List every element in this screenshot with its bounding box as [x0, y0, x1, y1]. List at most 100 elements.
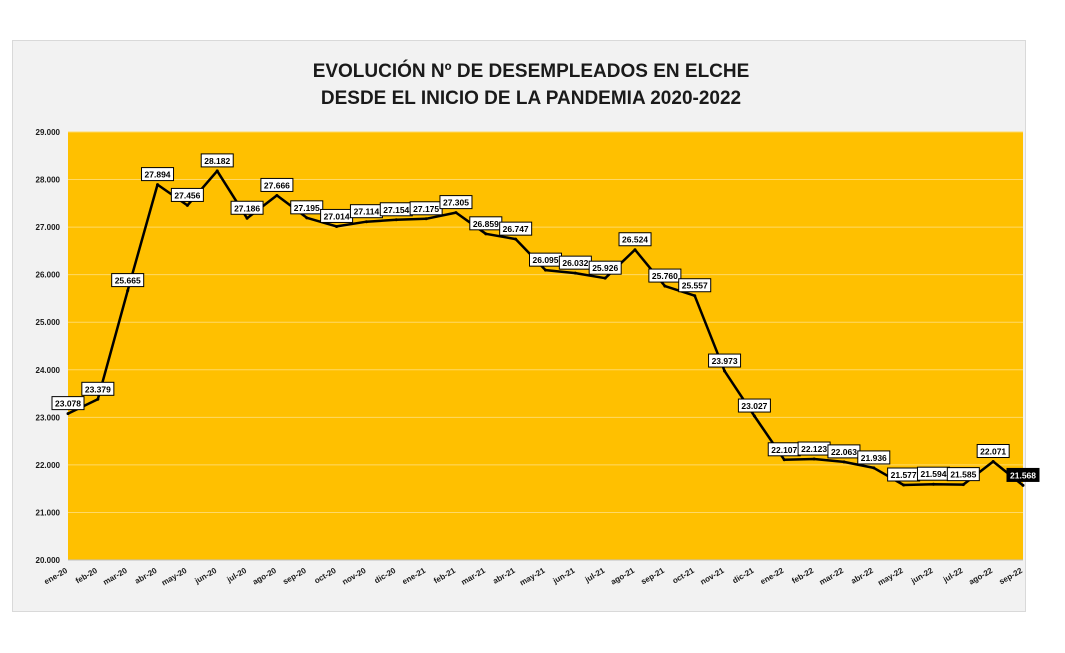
x-tick-label: ago-22: [967, 566, 994, 587]
data-point: [275, 193, 279, 197]
data-point: [1021, 483, 1025, 487]
data-label: 21.568: [1010, 470, 1036, 480]
x-tick-label: mar-20: [101, 566, 129, 587]
data-label: 22.123: [801, 444, 827, 454]
data-point: [156, 183, 160, 187]
x-tick-label: sep-22: [998, 566, 1025, 587]
x-tick-label: jun-20: [192, 566, 218, 586]
data-label: 23.078: [55, 399, 81, 409]
data-label-box: [51, 396, 85, 411]
data-point: [782, 458, 786, 462]
data-label: 26.032: [562, 258, 588, 268]
data-label: 21.936: [861, 453, 887, 463]
x-tick-label: dic-20: [373, 566, 398, 586]
data-label: 22.071: [980, 447, 1006, 457]
x-tick-label: mar-22: [818, 566, 846, 587]
data-label: 23.973: [712, 356, 738, 366]
x-tick-label: ene-22: [759, 566, 786, 587]
x-tick-label: jun-22: [909, 566, 935, 586]
x-tick-label: ago-20: [251, 566, 278, 587]
data-label: 22.107: [771, 445, 797, 455]
data-label-box: [588, 260, 622, 275]
x-tick-label: may-21: [518, 566, 547, 588]
data-point: [902, 483, 906, 487]
y-tick-label: 25.000: [36, 318, 61, 327]
x-tick-label: oct-20: [313, 566, 338, 586]
y-tick-label: 21.000: [36, 508, 61, 517]
data-label: 23.027: [741, 401, 767, 411]
data-label-box: [648, 268, 682, 283]
data-label-box: [618, 232, 652, 247]
data-label-box: [946, 467, 980, 482]
data-label: 21.594: [920, 469, 946, 479]
data-label: 25.665: [115, 276, 141, 286]
data-label-box: [737, 398, 771, 413]
data-label-box: [857, 450, 891, 465]
data-label-box: [708, 353, 742, 368]
data-point: [693, 294, 697, 298]
x-tick-label: nov-20: [341, 566, 368, 587]
data-label-box: [976, 444, 1010, 459]
x-tick-label: jul-22: [941, 566, 965, 585]
y-tick-label: 27.000: [36, 223, 61, 232]
x-tick-label: jul-21: [583, 566, 607, 585]
x-tick-label: mar-21: [460, 566, 488, 587]
x-tick-label: jun-21: [551, 566, 577, 586]
data-point: [752, 414, 756, 418]
x-tick-label: ene-21: [401, 566, 428, 587]
data-point: [454, 211, 458, 215]
data-label: 23.379: [85, 384, 111, 394]
y-tick-label: 22.000: [36, 461, 61, 470]
data-point: [931, 482, 935, 486]
data-label: 27.456: [174, 190, 200, 200]
data-point: [872, 466, 876, 470]
chart-title-line-1: EVOLUCIÓN Nº DE DESEMPLEADOS EN ELCHE: [312, 61, 750, 82]
data-label-box: [81, 381, 115, 396]
data-point: [245, 216, 249, 220]
data-label: 26.524: [622, 235, 648, 245]
x-tick-label: oct-21: [671, 566, 696, 586]
data-label: 27.175: [413, 204, 439, 214]
data-label: 27.014: [324, 211, 350, 221]
data-label: 26.747: [503, 224, 529, 234]
y-tick-label: 24.000: [36, 366, 61, 375]
data-point: [185, 203, 189, 207]
data-point: [424, 217, 428, 221]
chart-title: EVOLUCIÓN Nº DE DESEMPLEADOS EN ELCHE DE…: [12, 58, 1050, 112]
x-tick-label: feb-20: [74, 566, 99, 586]
data-label-box: [260, 177, 294, 192]
data-label-box: [111, 273, 145, 288]
data-point: [544, 268, 547, 272]
x-tick-label: sep-20: [281, 566, 308, 587]
data-point: [812, 457, 816, 461]
data-label: 27.186: [234, 203, 260, 213]
y-tick-label: 20.000: [36, 556, 61, 565]
data-label-box: [499, 221, 533, 236]
data-point: [96, 397, 100, 401]
data-label: 27.114: [354, 207, 380, 217]
data-point: [305, 216, 309, 220]
data-point: [991, 460, 995, 464]
x-tick-label: jul-20: [225, 566, 249, 585]
x-tick-label: feb-22: [790, 566, 815, 586]
x-tick-label: dic-21: [731, 566, 756, 586]
x-tick-label: may-22: [876, 566, 905, 588]
data-point: [573, 271, 577, 275]
x-tick-label: may-20: [160, 566, 189, 588]
data-label-box: [1006, 467, 1040, 482]
chart-title-line-2: DESDE EL INICIO DE LA PANDEMIA 2020-2022: [320, 88, 742, 109]
data-point: [723, 369, 727, 373]
data-point: [484, 232, 488, 236]
data-label-box: [200, 153, 234, 168]
data-label-box: [170, 187, 204, 202]
x-tick-label: sep-21: [639, 566, 666, 587]
data-label: 25.926: [592, 263, 618, 273]
data-point: [66, 412, 70, 416]
x-tick-label: abr-21: [491, 566, 517, 586]
data-point: [364, 220, 368, 224]
x-tick-label: nov-21: [699, 566, 726, 587]
data-point: [514, 237, 518, 241]
data-label: 21.585: [950, 470, 976, 480]
data-label: 22.063: [831, 447, 857, 457]
data-label: 27.894: [145, 170, 171, 180]
